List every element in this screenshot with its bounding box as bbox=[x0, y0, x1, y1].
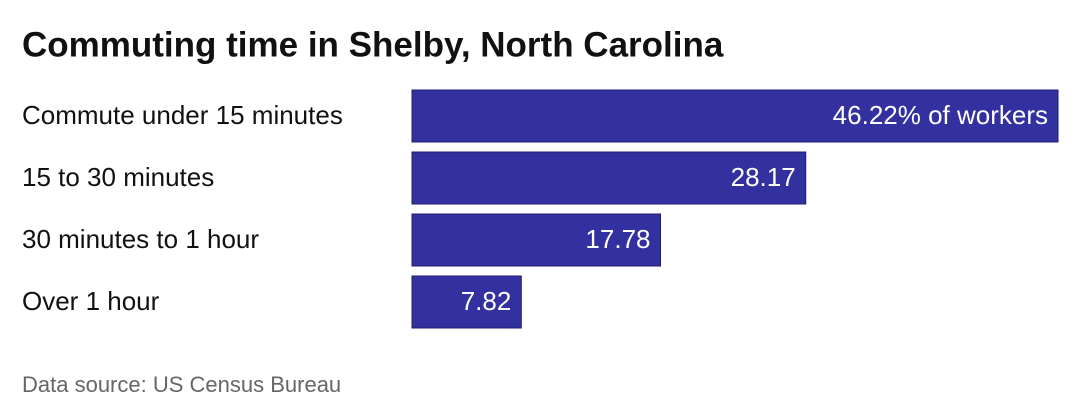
bar bbox=[411, 275, 522, 329]
value-label: 7.82 bbox=[461, 286, 512, 316]
bar bbox=[411, 213, 662, 267]
bar bbox=[411, 151, 807, 205]
value-label: 17.78 bbox=[585, 224, 650, 254]
category-label: Over 1 hour bbox=[22, 286, 160, 316]
chart-title: Commuting time in Shelby, North Carolina bbox=[22, 25, 724, 64]
source-note: Data source: US Census Bureau bbox=[22, 372, 341, 397]
bar bbox=[411, 89, 1059, 143]
value-label: 28.17 bbox=[731, 162, 796, 192]
category-label: Commute under 15 minutes bbox=[22, 100, 343, 130]
category-label: 15 to 30 minutes bbox=[22, 162, 214, 192]
value-label: 46.22% of workers bbox=[833, 100, 1048, 130]
category-label: 30 minutes to 1 hour bbox=[22, 224, 259, 254]
